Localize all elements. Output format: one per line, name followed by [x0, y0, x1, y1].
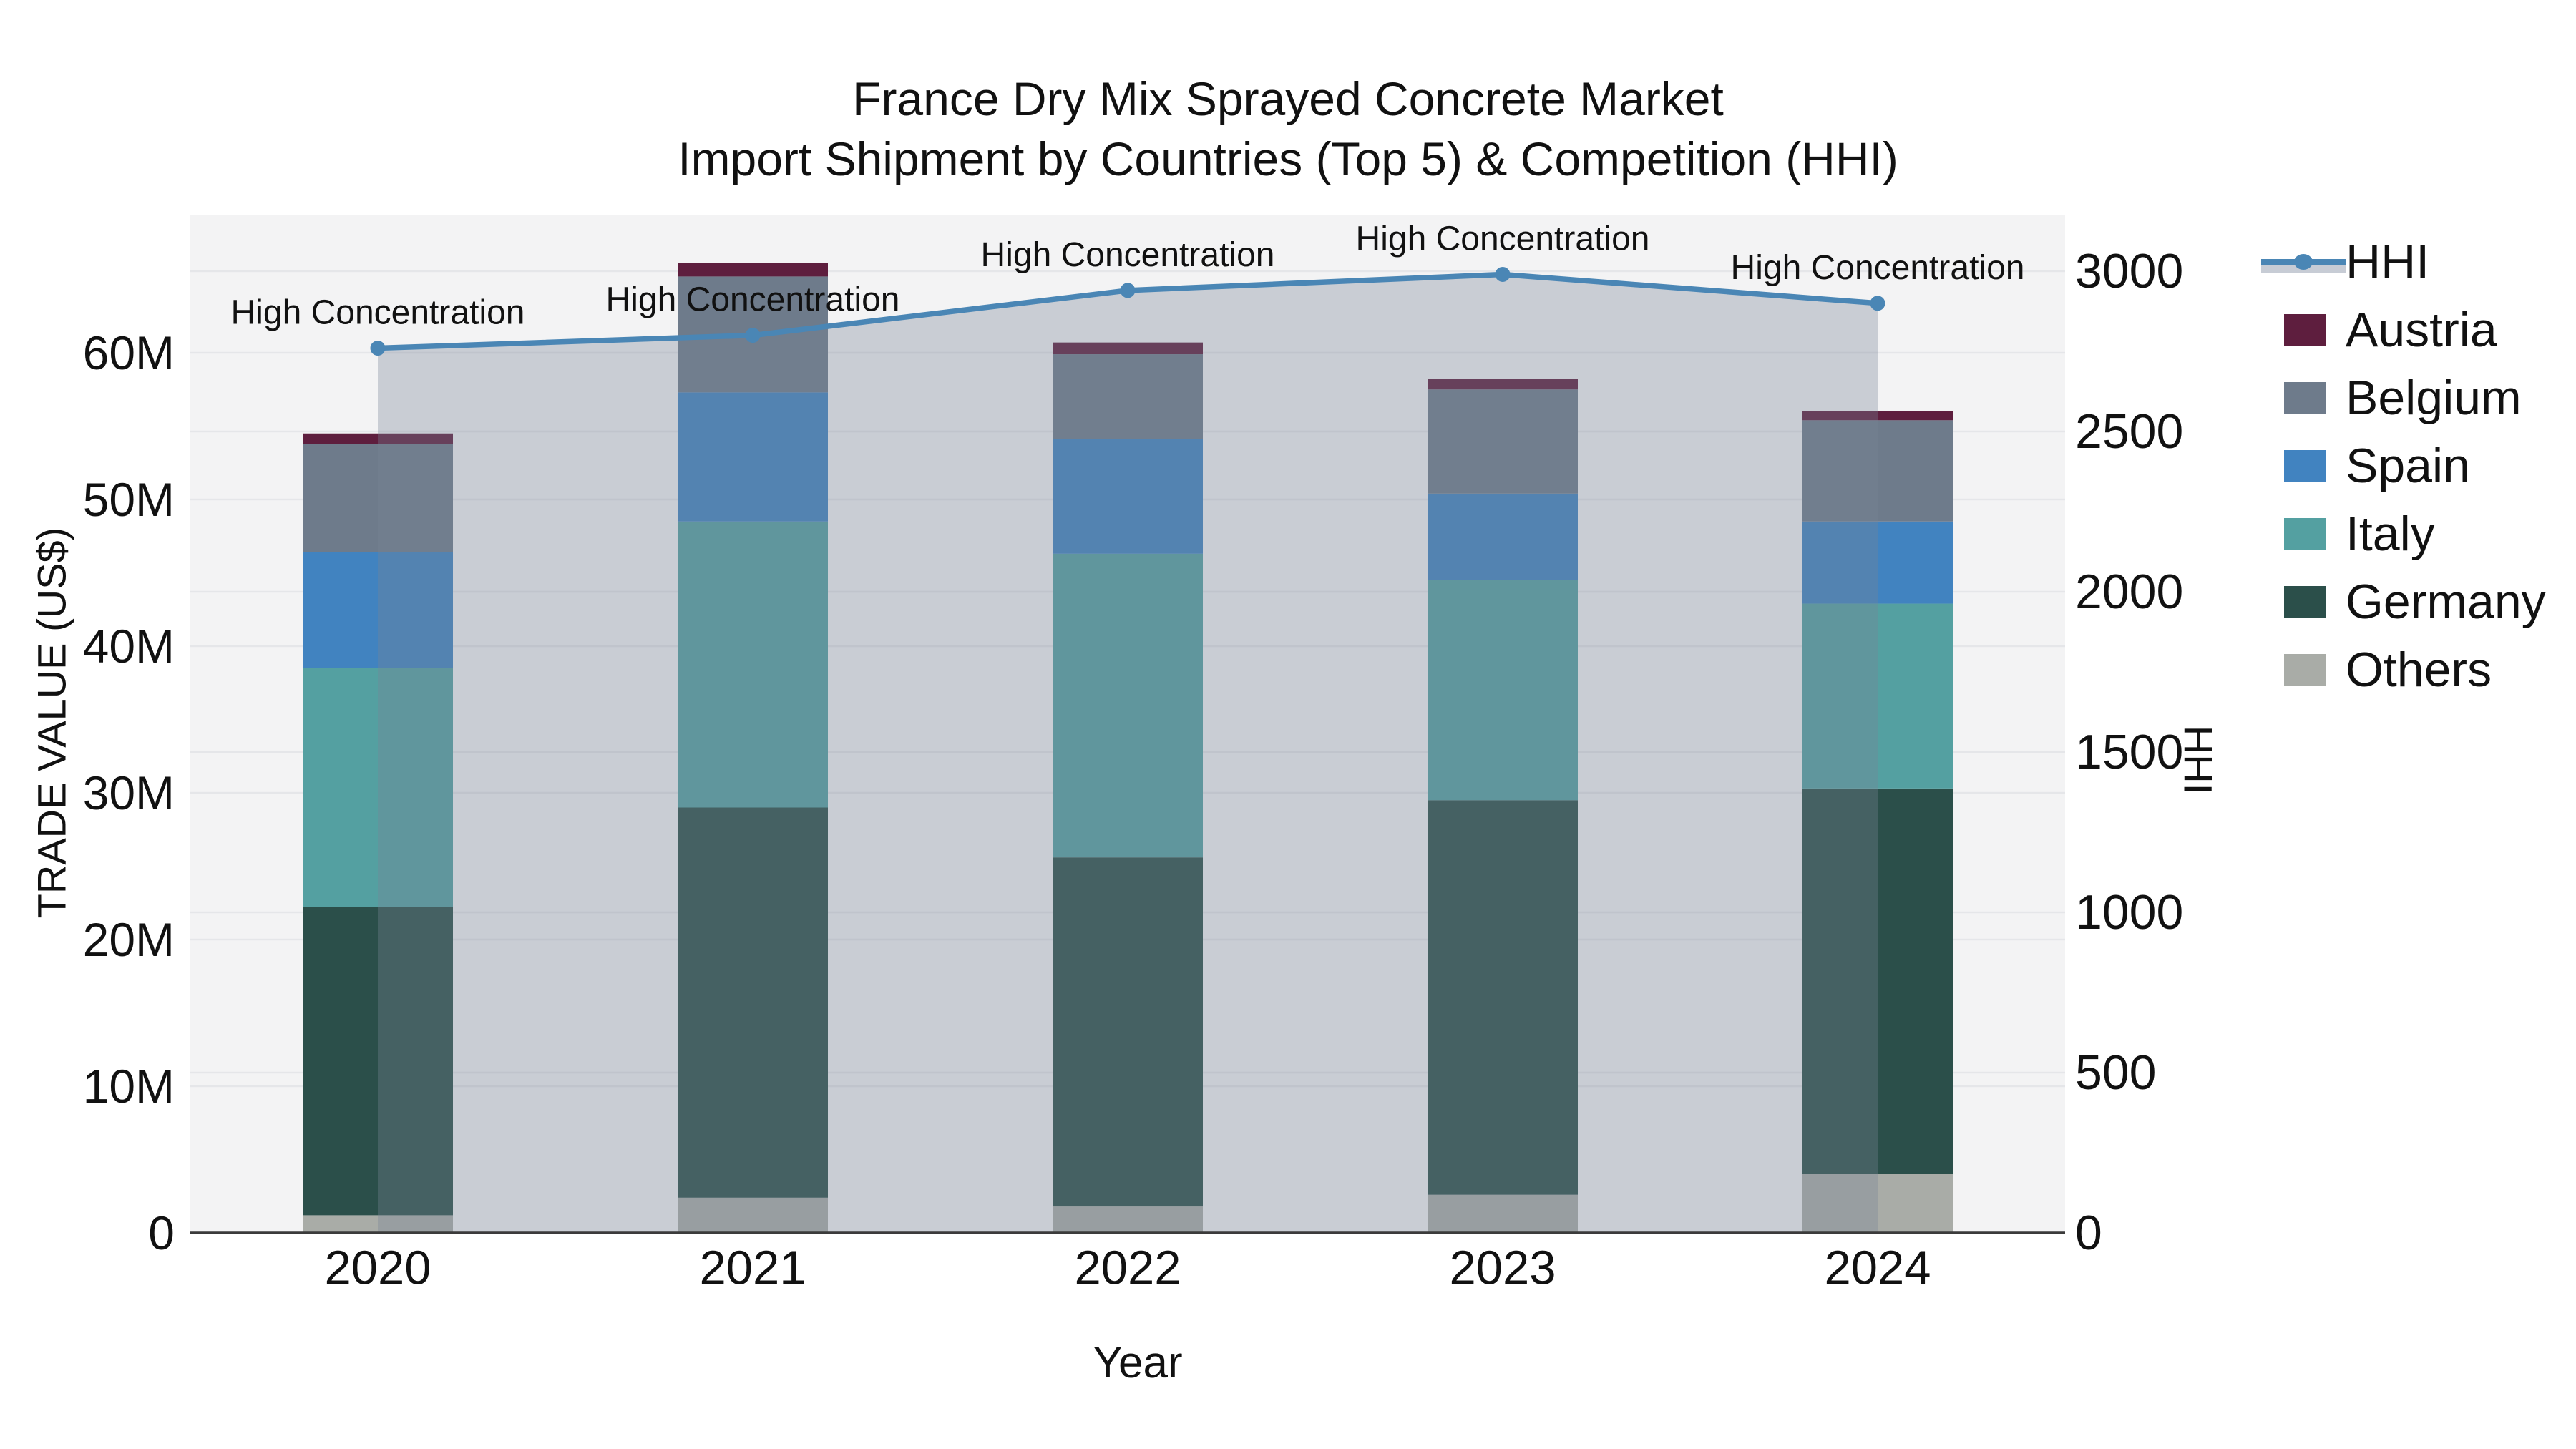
bar-segment-italy-2021[interactable] — [678, 521, 828, 808]
annotation-2024: High Concentration — [1731, 249, 2025, 287]
bar-segment-germany-2023[interactable] — [1428, 800, 1578, 1195]
y-right-tick-1000: 1000 — [2075, 885, 2183, 940]
legend: HHI Austria Belgium Spain Italy Germany Others — [2261, 228, 2546, 703]
hhi-marker-2023[interactable] — [1495, 266, 1511, 282]
bar-segment-germany-2020[interactable] — [303, 907, 453, 1216]
annotation-2023: High Concentration — [1356, 220, 1650, 258]
y-left-tick-20M: 20M — [83, 913, 175, 966]
hhi-marker-2020[interactable] — [370, 341, 386, 356]
legend-label-italy: Italy — [2346, 506, 2435, 561]
legend-label-belgium: Belgium — [2346, 370, 2522, 425]
y-left-tick-40M: 40M — [83, 620, 175, 673]
bar-segment-belgium-2022[interactable] — [1053, 354, 1203, 439]
x-tick-2024: 2024 — [1824, 1241, 1931, 1295]
legend-label-spain: Spain — [2346, 438, 2470, 493]
y-left-tick-60M: 60M — [83, 326, 175, 379]
y-axis-title-right: HHI — [2175, 725, 2221, 795]
x-tick-2021: 2021 — [699, 1241, 806, 1295]
bar-segment-italy-2022[interactable] — [1053, 553, 1203, 858]
hhi-legend-sample-icon — [2261, 253, 2346, 273]
x-axis-title: Year — [1093, 1338, 1183, 1387]
hhi-marker-2024[interactable] — [1870, 296, 1885, 311]
chart-title-line1: France Dry Mix Sprayed Concrete Market — [852, 72, 1724, 125]
bar-segment-italy-2023[interactable] — [1428, 580, 1578, 801]
legend-item-austria[interactable]: Austria — [2261, 296, 2546, 364]
legend-item-spain[interactable]: Spain — [2261, 431, 2546, 499]
legend-item-others[interactable]: Others — [2261, 635, 2546, 703]
y-left-tick-30M: 30M — [83, 766, 175, 819]
bar-segment-austria-2022[interactable] — [1053, 342, 1203, 355]
bar-segment-spain-2020[interactable] — [303, 552, 453, 668]
legend-label-austria: Austria — [2346, 302, 2497, 357]
bar-segment-germany-2024[interactable] — [1802, 788, 1953, 1174]
y-right-tick-1500: 1500 — [2075, 725, 2183, 779]
legend-item-italy[interactable]: Italy — [2261, 499, 2546, 567]
y-right-tick-2000: 2000 — [2075, 565, 2183, 619]
hhi-area-fill — [378, 274, 1878, 1234]
bar-segment-italy-2024[interactable] — [1802, 603, 1953, 789]
legend-swatch-germany-icon — [2284, 585, 2326, 618]
bar-segment-others-2021[interactable] — [678, 1197, 828, 1233]
chart-title: France Dry Mix Sprayed Concrete Market I… — [0, 69, 2576, 189]
bar-segment-others-2024[interactable] — [1802, 1174, 1953, 1233]
y-axis-title-left: TRADE VALUE (US$) — [29, 527, 74, 919]
y-left-tick-10M: 10M — [83, 1060, 175, 1113]
bar-segment-others-2022[interactable] — [1053, 1206, 1203, 1233]
bar-segment-others-2020[interactable] — [303, 1215, 453, 1233]
hhi-marker-2021[interactable] — [745, 328, 761, 343]
legend-swatch-italy-icon — [2284, 517, 2326, 550]
hhi-marker-2022[interactable] — [1120, 283, 1136, 298]
x-tick-2022: 2022 — [1074, 1241, 1181, 1295]
y-left-tick-0: 0 — [148, 1206, 175, 1259]
bar-segment-germany-2022[interactable] — [1053, 857, 1203, 1207]
annotation-2021: High Concentration — [606, 281, 900, 319]
legend-item-belgium[interactable]: Belgium — [2261, 364, 2546, 431]
bar-segment-others-2023[interactable] — [1428, 1194, 1578, 1233]
y-right-tick-2500: 2500 — [2075, 404, 2183, 459]
bar-segment-spain-2021[interactable] — [678, 392, 828, 522]
annotation-2022: High Concentration — [981, 236, 1275, 274]
legend-swatch-austria-icon — [2284, 313, 2326, 346]
bar-segment-spain-2024[interactable] — [1802, 521, 1953, 604]
bar-segment-spain-2022[interactable] — [1053, 439, 1203, 554]
bar-segment-austria-2024[interactable] — [1802, 411, 1953, 421]
bar-segment-austria-2023[interactable] — [1428, 379, 1578, 390]
bar-segment-belgium-2024[interactable] — [1802, 420, 1953, 522]
bar-segment-italy-2020[interactable] — [303, 668, 453, 907]
bar-segment-germany-2021[interactable] — [678, 807, 828, 1198]
bar-segment-belgium-2020[interactable] — [303, 444, 453, 552]
legend-label-germany: Germany — [2346, 574, 2546, 629]
x-tick-2020: 2020 — [324, 1241, 431, 1295]
y-left-tick-50M: 50M — [83, 473, 175, 526]
legend-item-germany[interactable]: Germany — [2261, 567, 2546, 635]
y-right-tick-500: 500 — [2075, 1045, 2156, 1100]
x-tick-2023: 2023 — [1449, 1241, 1556, 1295]
bar-segment-belgium-2023[interactable] — [1428, 389, 1578, 494]
legend-label-others: Others — [2346, 642, 2492, 697]
legend-item-hhi[interactable]: HHI — [2261, 228, 2546, 296]
annotation-2020: High Concentration — [231, 294, 525, 332]
legend-swatch-others-icon — [2284, 653, 2326, 686]
y-right-tick-0: 0 — [2075, 1206, 2102, 1260]
legend-swatch-spain-icon — [2284, 449, 2326, 482]
legend-swatch-belgium-icon — [2284, 381, 2326, 414]
bar-segment-austria-2021[interactable] — [678, 263, 828, 277]
y-right-tick-3000: 3000 — [2075, 244, 2183, 298]
chart-title-line2: Import Shipment by Countries (Top 5) & C… — [678, 132, 1898, 185]
bar-segment-spain-2023[interactable] — [1428, 493, 1578, 580]
bar-segment-austria-2020[interactable] — [303, 433, 453, 444]
legend-label-hhi: HHI — [2346, 234, 2430, 289]
